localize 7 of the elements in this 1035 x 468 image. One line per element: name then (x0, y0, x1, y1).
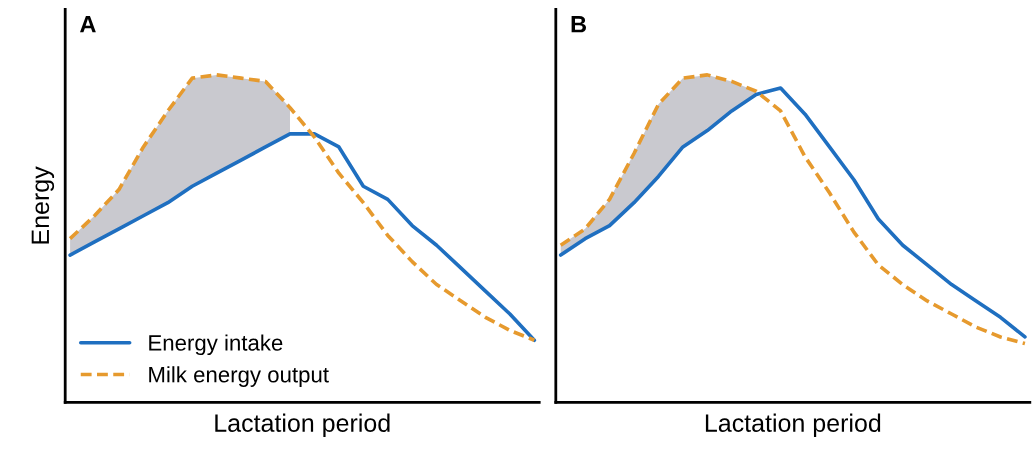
x-axis-title: Lactation period (705, 413, 881, 437)
chart-title: A (80, 16, 96, 33)
legend-label: Milk energy output (149, 366, 329, 387)
y-axis-title: Energy (31, 166, 55, 244)
x-axis-title: Lactation period (215, 413, 390, 437)
legend-label: Energy intake (149, 334, 283, 356)
chart-title: B (571, 16, 587, 33)
